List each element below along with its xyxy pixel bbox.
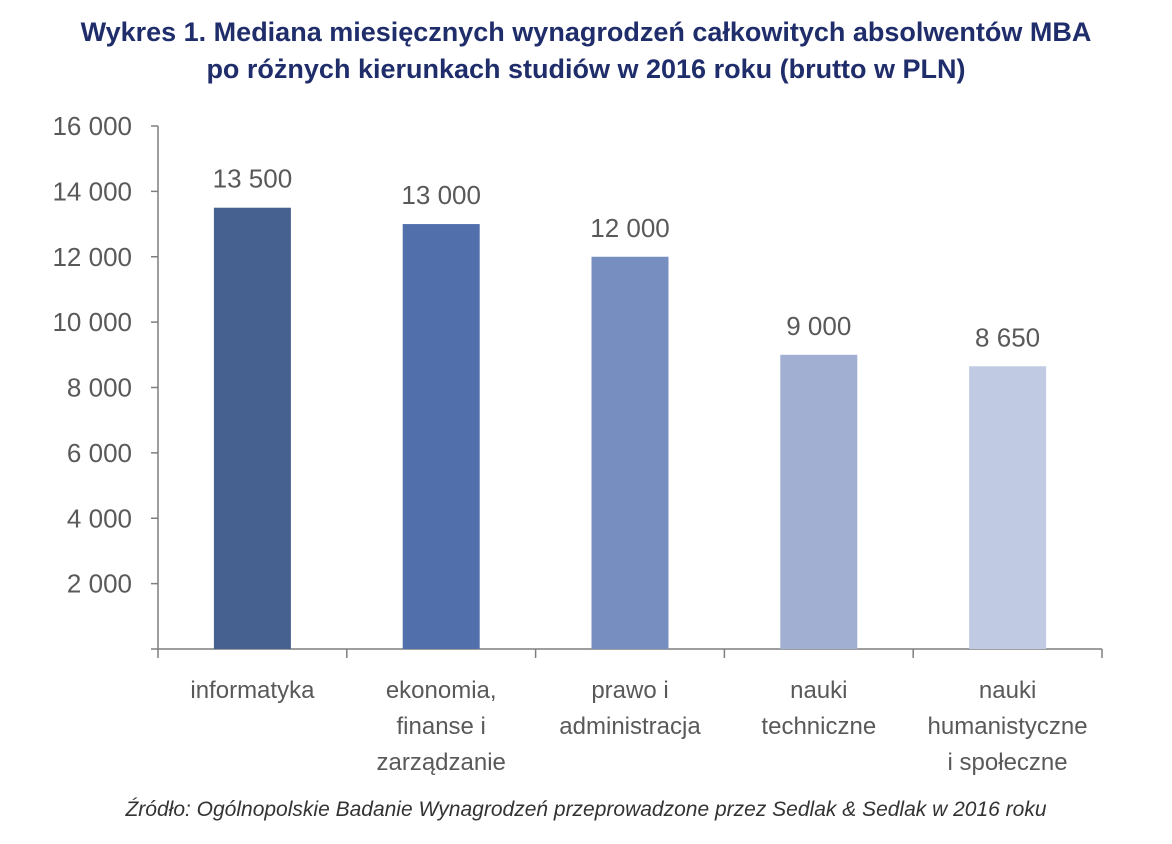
bar-data-label: 9 000 bbox=[786, 311, 851, 341]
x-category-label: nauki bbox=[790, 677, 847, 704]
x-category-label: nauki bbox=[979, 677, 1036, 704]
x-category-label: zarządzanie bbox=[376, 749, 505, 776]
x-category-label: prawo i bbox=[591, 677, 668, 704]
chart-title-line-1: Wykres 1. Mediana miesięcznych wynagrodz… bbox=[80, 17, 1092, 47]
bar-data-label: 12 000 bbox=[590, 213, 670, 243]
y-tick-label: 8 000 bbox=[67, 373, 132, 403]
x-category-label: informatyka bbox=[190, 677, 315, 704]
x-category-label: humanistyczne bbox=[928, 713, 1088, 740]
bar bbox=[780, 354, 858, 649]
x-category-label: ekonomia, bbox=[386, 677, 497, 704]
y-tick-label: 10 000 bbox=[52, 307, 132, 337]
bar bbox=[969, 366, 1047, 649]
x-category-label: administracja bbox=[559, 713, 701, 740]
bar-data-label: 13 000 bbox=[401, 180, 481, 210]
bar bbox=[591, 256, 669, 649]
x-category-label: finanse i bbox=[397, 713, 486, 740]
bar bbox=[213, 207, 291, 649]
y-tick-label: 12 000 bbox=[52, 242, 132, 272]
x-category-label: techniczne bbox=[761, 713, 876, 740]
y-tick-label: 4 000 bbox=[67, 503, 132, 533]
y-tick-label: 2 000 bbox=[67, 569, 132, 599]
x-category-label: i społeczne bbox=[948, 749, 1068, 776]
bar bbox=[402, 224, 480, 649]
bar-data-label: 13 500 bbox=[213, 164, 293, 194]
chart-title: Wykres 1. Mediana miesięcznych wynagrodz… bbox=[0, 14, 1172, 88]
y-tick-label: 6 000 bbox=[67, 438, 132, 468]
y-tick-label: 16 000 bbox=[52, 111, 132, 141]
y-tick-label: 14 000 bbox=[52, 176, 132, 206]
source-note: Źródło: Ogólnopolskie Badanie Wynagrodze… bbox=[125, 798, 1047, 821]
chart-title-line-2: po różnych kierunkach studiów w 2016 rok… bbox=[206, 54, 966, 84]
bar-data-label: 8 650 bbox=[975, 322, 1040, 352]
